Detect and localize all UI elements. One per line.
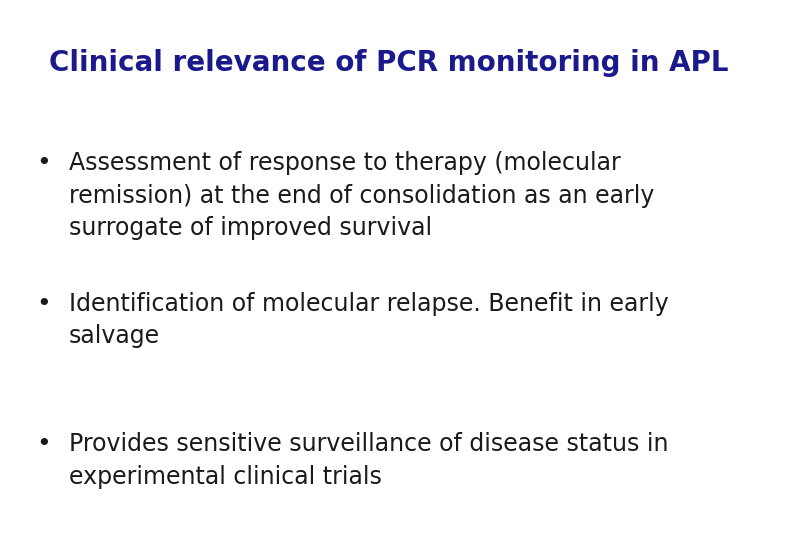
Text: •: • bbox=[36, 292, 51, 315]
Text: Provides sensitive surveillance of disease status in
experimental clinical trial: Provides sensitive surveillance of disea… bbox=[69, 432, 668, 489]
Text: •: • bbox=[36, 432, 51, 456]
Text: Assessment of response to therapy (molecular
remission) at the end of consolidat: Assessment of response to therapy (molec… bbox=[69, 151, 654, 240]
Text: •: • bbox=[36, 151, 51, 175]
Text: Clinical relevance of PCR monitoring in APL: Clinical relevance of PCR monitoring in … bbox=[49, 49, 728, 77]
Text: Identification of molecular relapse. Benefit in early
salvage: Identification of molecular relapse. Ben… bbox=[69, 292, 668, 348]
